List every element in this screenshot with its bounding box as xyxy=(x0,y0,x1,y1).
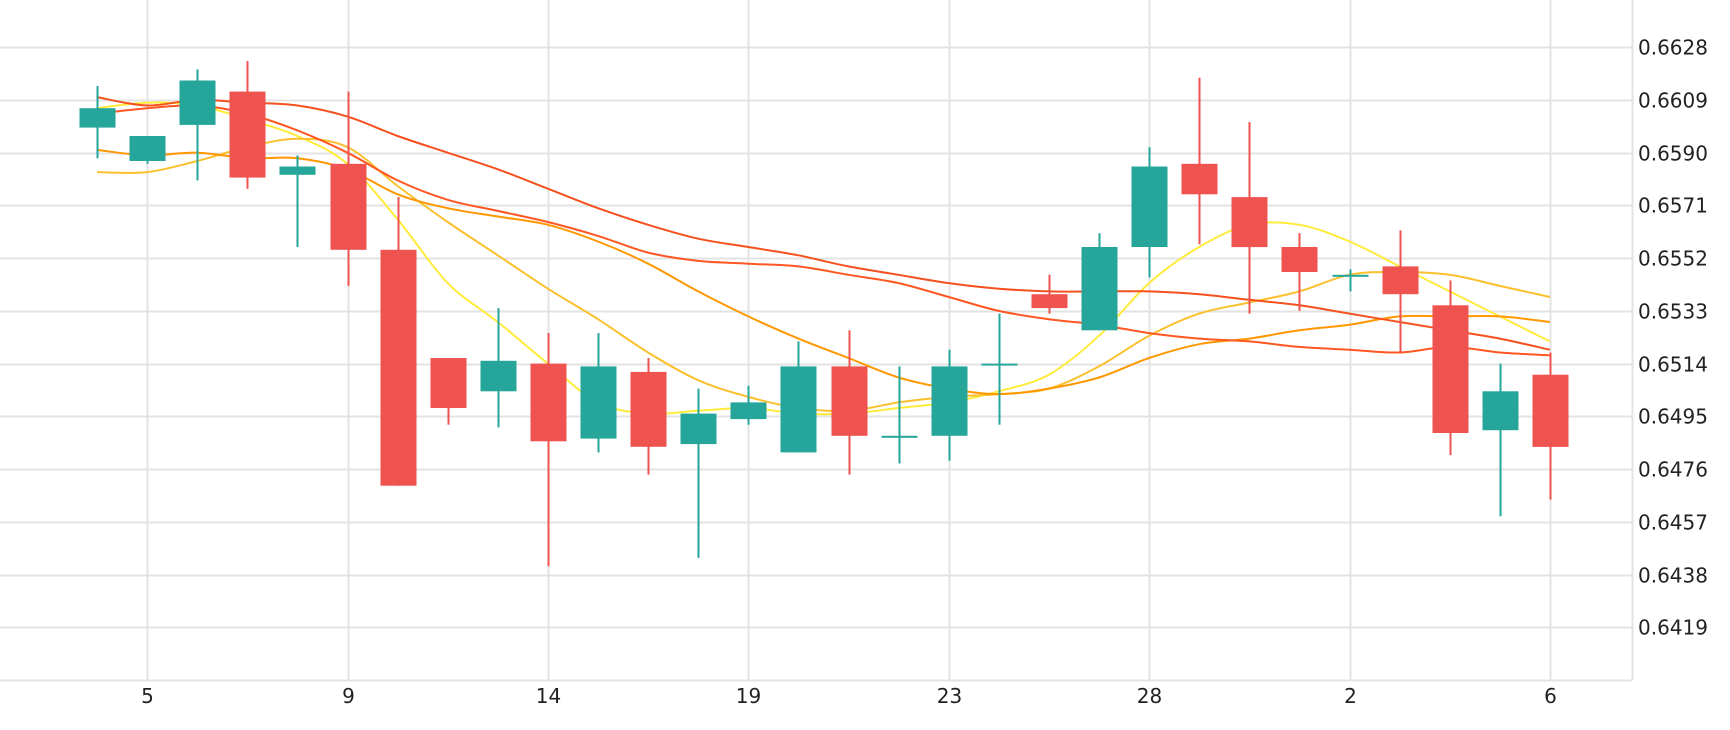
candle-body-down xyxy=(1181,163,1218,195)
candle-body-up xyxy=(931,366,968,436)
grid xyxy=(0,0,1634,682)
x-tick-label: 2 xyxy=(1344,684,1357,708)
x-tick-label: 5 xyxy=(141,684,154,708)
moving-average-line xyxy=(96,96,1551,351)
candle-body-up xyxy=(480,360,517,392)
y-tick-label: 0.6590 xyxy=(1638,142,1708,166)
candle-body-up xyxy=(1131,166,1168,247)
candle-body-up xyxy=(580,366,617,439)
candle-body-down xyxy=(380,249,417,486)
candle-body-down xyxy=(1432,305,1469,433)
candle-body-up xyxy=(279,166,316,175)
date-axis: 5 9 14 19 23 28 2 6 xyxy=(141,684,1557,708)
candle-body-down xyxy=(530,363,567,442)
moving-average-line xyxy=(96,148,1551,396)
y-tick-label: 0.6514 xyxy=(1638,353,1708,377)
candles xyxy=(79,61,1569,567)
y-tick-label: 0.6628 xyxy=(1638,36,1708,60)
y-tick-label: 0.6495 xyxy=(1638,405,1708,429)
x-tick-label: 19 xyxy=(736,684,761,708)
price-axis: 0.6628 0.6609 0.6590 0.6571 0.6552 0.6533 0.65… xyxy=(1638,36,1708,640)
moving-average-line xyxy=(96,104,1550,357)
moving-average-line xyxy=(96,137,1551,413)
candle-body-down xyxy=(229,91,266,178)
candle-body-up xyxy=(129,136,166,161)
candle-body-up xyxy=(730,402,767,420)
x-tick-label: 14 xyxy=(536,684,561,708)
candle-body-down xyxy=(1382,266,1419,295)
candle-body-down xyxy=(1231,197,1268,248)
candle-body-up xyxy=(179,80,216,125)
candle-body-down xyxy=(831,366,868,436)
candle-body-down xyxy=(330,163,367,250)
y-tick-label: 0.6533 xyxy=(1638,300,1708,324)
y-tick-label: 0.6457 xyxy=(1638,511,1708,535)
x-tick-label: 28 xyxy=(1137,684,1162,708)
candle-body-up xyxy=(1482,391,1519,431)
candle-body-down xyxy=(1532,374,1569,447)
candle-body-up xyxy=(981,363,1018,366)
y-tick-label: 0.6419 xyxy=(1638,616,1708,640)
y-tick-label: 0.6571 xyxy=(1638,194,1708,218)
y-tick-label: 0.6438 xyxy=(1638,564,1708,588)
candle-body-down xyxy=(630,371,667,447)
candle-body-up xyxy=(780,366,817,453)
candle-body-down xyxy=(1031,294,1068,309)
moving-average-lines xyxy=(96,96,1551,416)
x-tick-label: 23 xyxy=(937,684,962,708)
candle-body-up xyxy=(1332,274,1369,277)
candle-body-down xyxy=(430,358,467,408)
candle-body-up xyxy=(1081,247,1118,331)
y-tick-label: 0.6552 xyxy=(1638,247,1708,271)
candle-body-down xyxy=(1281,247,1318,272)
candle-body-up xyxy=(79,108,116,128)
y-tick-label: 0.6609 xyxy=(1638,89,1708,113)
candle-body-up xyxy=(881,435,918,438)
x-tick-label: 9 xyxy=(342,684,355,708)
y-tick-label: 0.6476 xyxy=(1638,458,1708,482)
x-tick-label: 6 xyxy=(1544,684,1557,708)
candle-body-up xyxy=(680,413,717,445)
